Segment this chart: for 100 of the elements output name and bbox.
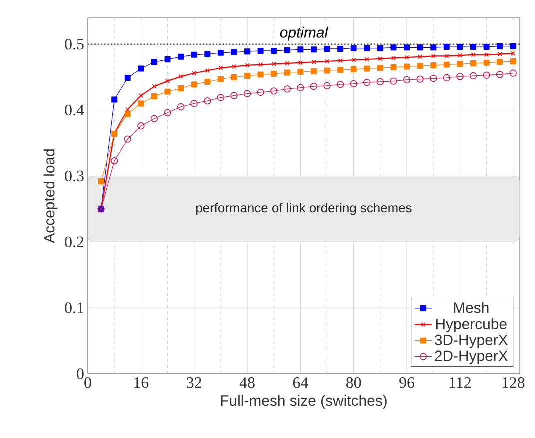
x-tick-label: 80: [346, 378, 362, 388]
point: [124, 111, 131, 118]
point: [510, 43, 516, 50]
point: [417, 44, 424, 51]
point: [218, 66, 224, 70]
point: [324, 68, 330, 74]
point: [150, 115, 158, 122]
point: [244, 73, 250, 80]
point: [470, 44, 476, 50]
x-tick-label: 64: [293, 378, 308, 388]
point: [418, 54, 423, 60]
point: [457, 44, 464, 50]
point: [151, 59, 158, 66]
point: [124, 136, 132, 143]
point: [151, 93, 158, 100]
point: [271, 71, 278, 78]
point: [430, 44, 437, 51]
point: [324, 46, 330, 52]
point: [338, 67, 344, 74]
point: [258, 48, 264, 54]
point: [166, 79, 170, 84]
point: [338, 46, 344, 52]
point: [336, 80, 344, 88]
point: [310, 82, 318, 90]
y-tick-label: 0.3: [65, 170, 84, 182]
point: [138, 122, 145, 130]
point: [124, 75, 131, 81]
point: [456, 73, 464, 80]
point: [298, 69, 304, 76]
point: [164, 56, 171, 63]
y-tick-label: 0.4: [65, 104, 84, 116]
band-label: performance of link ordering schemes: [196, 203, 412, 216]
point: [204, 78, 211, 85]
point: [192, 71, 197, 76]
point: [191, 82, 198, 88]
point: [245, 63, 250, 68]
point: [390, 44, 397, 51]
point: [391, 56, 396, 60]
point: [231, 74, 238, 80]
point: [350, 45, 357, 52]
point: [178, 86, 184, 92]
point: [244, 90, 252, 98]
point: [298, 60, 303, 66]
point: [164, 88, 171, 95]
point: [443, 74, 450, 82]
point: [191, 52, 198, 58]
point: [431, 54, 436, 58]
point: [457, 61, 464, 68]
x-tick-label: 96: [400, 378, 415, 388]
point: [258, 62, 264, 68]
point: [352, 58, 356, 62]
point: [496, 71, 504, 78]
point: [324, 82, 331, 90]
point: [404, 44, 410, 51]
point: [470, 60, 476, 66]
point: [510, 70, 517, 77]
point: [284, 70, 290, 76]
point: [285, 61, 290, 66]
point: [164, 109, 172, 117]
x-tick-label: 0: [84, 378, 92, 388]
point: [404, 64, 410, 70]
point: [272, 62, 276, 66]
point: [111, 157, 118, 165]
point: [458, 53, 462, 58]
point: [204, 97, 212, 105]
point: [218, 50, 224, 56]
point: [126, 107, 130, 112]
point: [190, 100, 198, 108]
point: [112, 96, 118, 103]
point: [364, 45, 370, 52]
point: [297, 84, 304, 92]
point: [484, 44, 490, 50]
point: [484, 52, 490, 58]
point: [231, 49, 238, 56]
point: [376, 78, 384, 86]
point: [98, 178, 104, 184]
point: [270, 88, 278, 95]
point: [510, 58, 516, 64]
point: [338, 58, 343, 64]
point: [416, 76, 424, 83]
point: [312, 60, 316, 64]
x-tick-label: 128: [502, 378, 525, 388]
x-axis-title: Full-mesh size (switches): [221, 395, 387, 410]
legend-label: 3D-HyperX: [434, 334, 508, 348]
y-tick-label: 0.2: [65, 236, 84, 248]
point: [390, 64, 397, 70]
point: [204, 51, 211, 58]
point: [364, 66, 370, 72]
point: [390, 78, 398, 85]
point: [377, 45, 384, 52]
point: [257, 88, 264, 96]
legend-label: Hypercube: [436, 318, 507, 332]
point: [178, 54, 184, 60]
legend-label: Mesh: [454, 302, 489, 314]
point: [325, 59, 330, 64]
point: [444, 44, 450, 50]
point: [284, 47, 290, 54]
point: [178, 74, 184, 79]
point: [258, 72, 264, 78]
point: [430, 75, 438, 82]
